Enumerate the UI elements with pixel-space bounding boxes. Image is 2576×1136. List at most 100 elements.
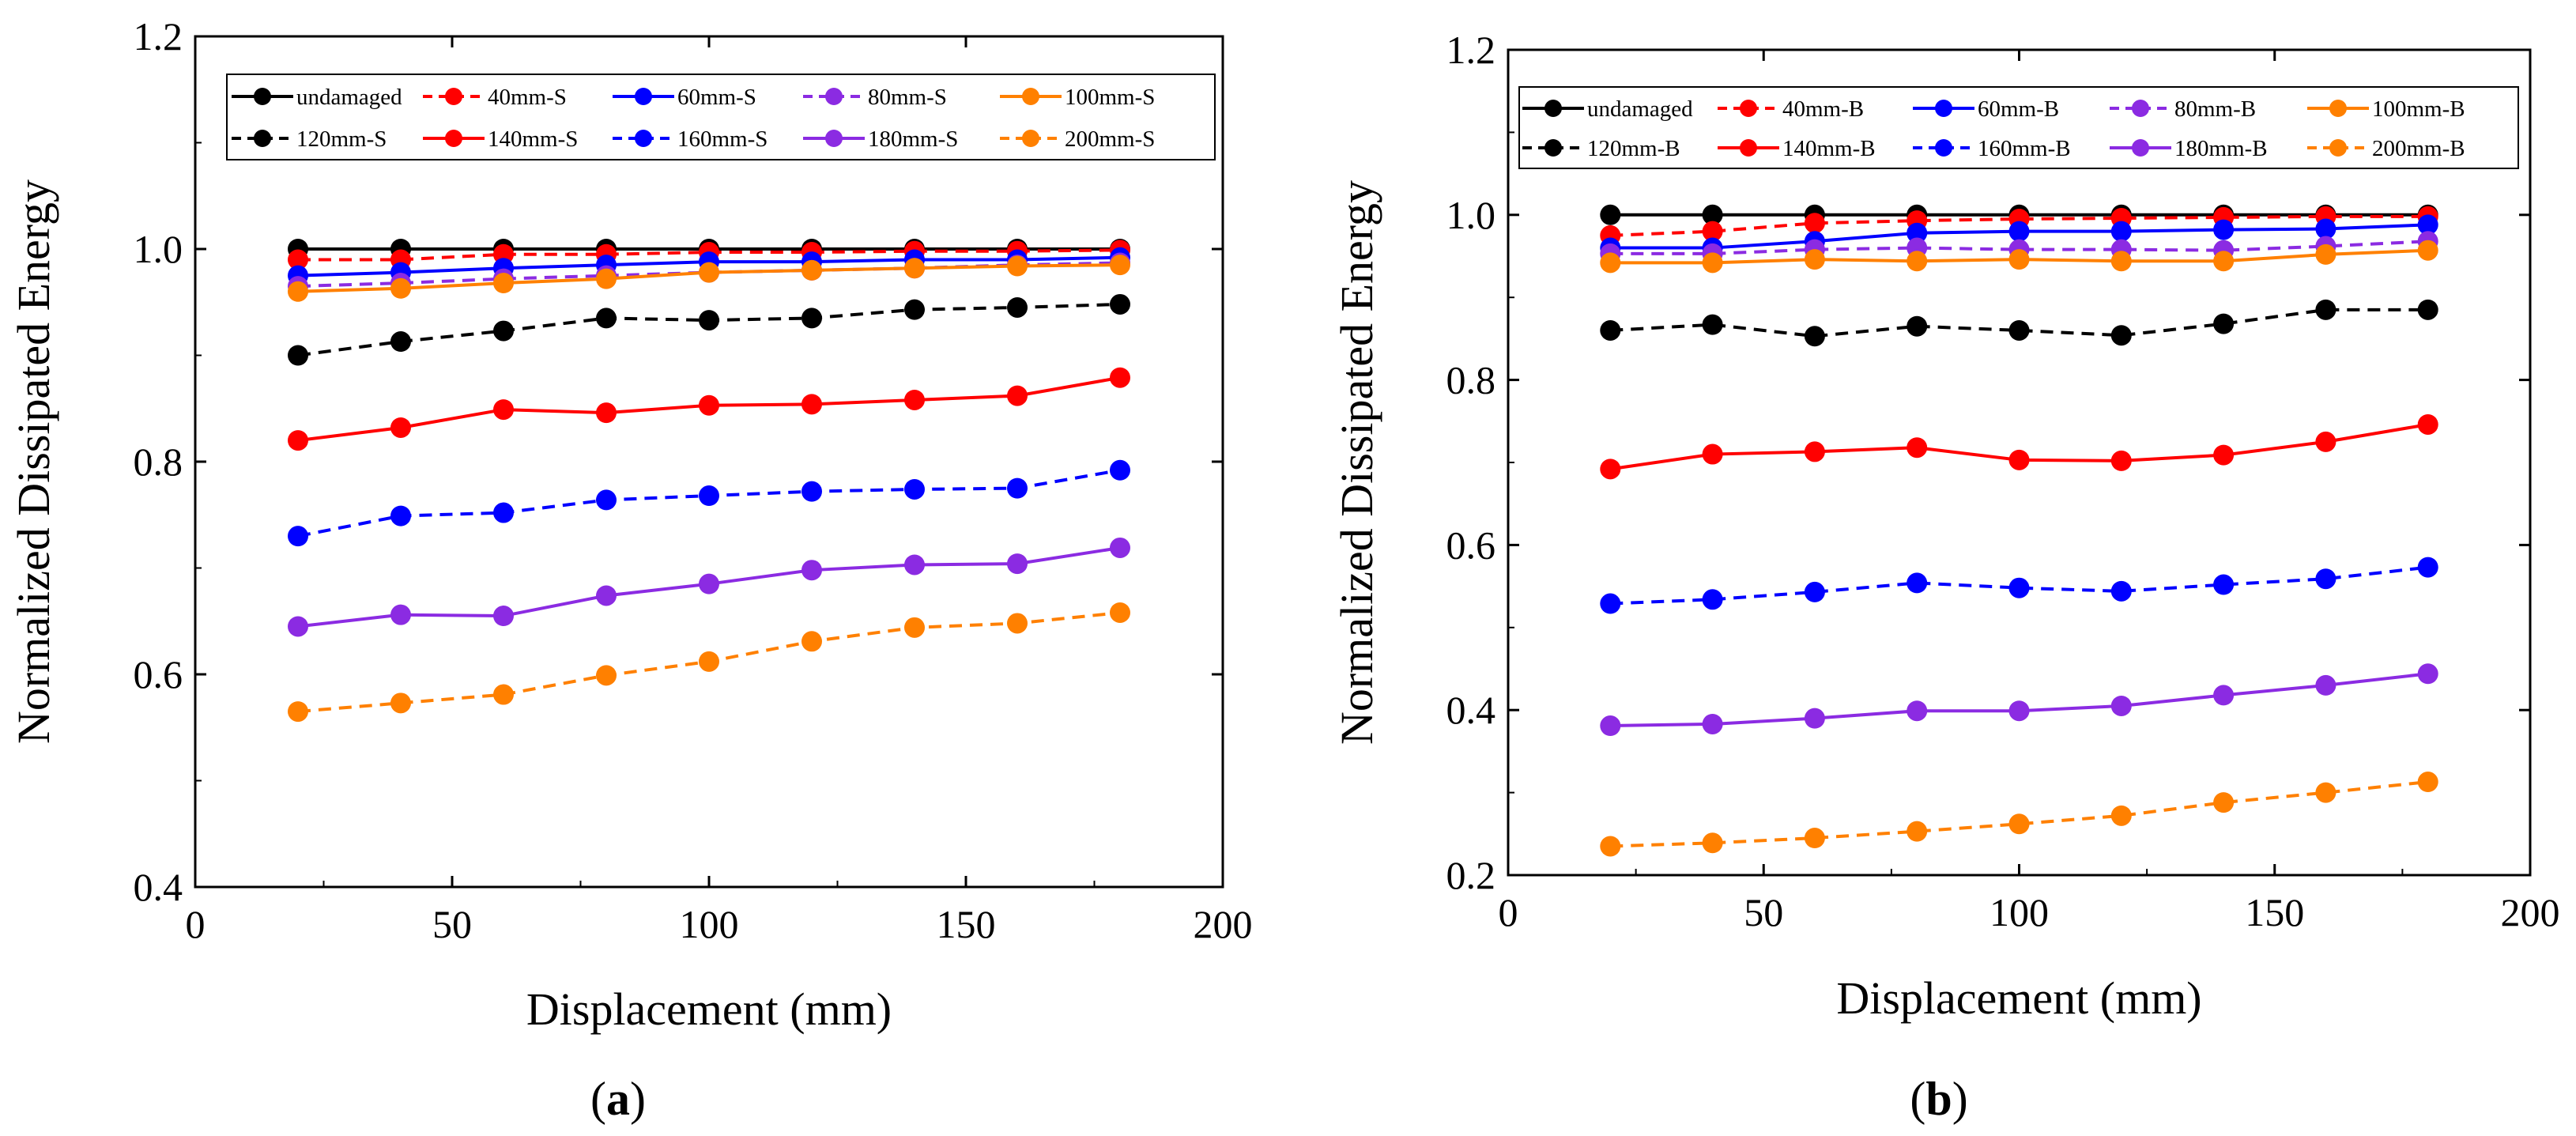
data-point xyxy=(1007,385,1028,406)
data-point xyxy=(904,389,925,410)
data-point xyxy=(699,485,719,507)
legend-label: 40mm-B xyxy=(1782,96,1864,122)
legend-label: 200mm-B xyxy=(2372,136,2465,161)
legend-item: 160mm-S xyxy=(613,126,768,152)
legend-item: 40mm-B xyxy=(1718,96,1864,122)
data-point xyxy=(2008,221,2030,242)
data-point xyxy=(1804,441,1825,462)
legend-label: 160mm-S xyxy=(677,126,768,152)
legend-label: 180mm-B xyxy=(2174,136,2268,161)
data-point xyxy=(2315,218,2337,240)
series-100mm-B xyxy=(1600,240,2438,274)
legend-marker xyxy=(2329,100,2347,117)
series-60mm-B xyxy=(1600,214,2438,259)
legend-label: undamaged xyxy=(1587,96,1693,122)
legend-marker xyxy=(1022,130,1039,147)
data-point xyxy=(2008,700,2030,722)
legend-label: 200mm-S xyxy=(1065,126,1155,152)
data-point xyxy=(493,320,514,342)
legend-label: 120mm-B xyxy=(1587,136,1680,161)
legend-item: 200mm-S xyxy=(1000,126,1155,152)
data-point xyxy=(904,617,925,638)
legend-marker xyxy=(1022,88,1039,105)
data-point xyxy=(1907,700,1928,722)
data-point xyxy=(2315,568,2337,590)
series-180mm-B xyxy=(1600,663,2438,737)
data-point xyxy=(1702,314,1723,335)
data-point xyxy=(1600,459,1621,480)
data-point xyxy=(801,631,822,652)
series-140mm-B xyxy=(1600,413,2438,480)
legend-marker xyxy=(254,88,271,105)
data-point xyxy=(699,651,719,672)
legend-marker xyxy=(1935,139,1952,157)
data-point xyxy=(1600,836,1621,857)
data-point xyxy=(596,489,617,511)
series-line xyxy=(1610,240,2428,255)
legend-marker xyxy=(1544,100,1562,117)
data-point xyxy=(2315,782,2337,803)
data-point xyxy=(1600,593,1621,614)
legend-label: 100mm-B xyxy=(2372,96,2465,122)
data-point xyxy=(1907,251,1928,272)
panel-label-close: ) xyxy=(630,1073,646,1125)
legend-label: 140mm-B xyxy=(1782,136,1876,161)
legend-item: 80mm-B xyxy=(2110,96,2256,122)
y-tick-label: 1.2 xyxy=(134,14,183,58)
panel-label-open: ( xyxy=(590,1073,606,1125)
data-point xyxy=(801,308,822,329)
x-tick-label: 100 xyxy=(680,902,739,946)
data-point xyxy=(801,259,822,281)
legend-label: 120mm-S xyxy=(296,126,387,152)
y-tick-label: 0.6 xyxy=(134,652,183,696)
data-point xyxy=(596,268,617,289)
data-point xyxy=(2008,319,2030,341)
data-point xyxy=(1804,249,1825,270)
legend: undamaged 40mm-S 60mm-S 80mm-S 100mm-S 120mm-… xyxy=(226,74,1216,160)
data-point xyxy=(904,554,925,576)
y-tick-label: 0.6 xyxy=(1446,523,1496,567)
data-point xyxy=(1110,367,1130,388)
data-point xyxy=(493,399,514,421)
data-point xyxy=(1804,828,1825,849)
data-point xyxy=(1907,315,1928,337)
data-point xyxy=(288,249,308,270)
y-tick-label: 0.8 xyxy=(1446,358,1496,402)
data-point xyxy=(1804,213,1825,234)
legend-marker xyxy=(254,130,271,147)
data-point xyxy=(288,616,308,637)
data-point xyxy=(390,277,411,299)
legend-marker xyxy=(2132,100,2149,117)
chart-panel-b: 0 50 100 150 200 0.2 0.4 0.6 0.8 1.0 1.2 Displaceme… xyxy=(1331,28,2560,1125)
legend-item: 180mm-S xyxy=(803,126,958,152)
data-point xyxy=(288,701,308,723)
chart-panel-a: 0 50 100 150 200 0.4 0.6 0.8 1.0 1.2 Displacement … xyxy=(8,14,1253,1125)
legend-item: undamaged xyxy=(1522,96,1693,122)
data-point xyxy=(699,262,719,283)
y-tick-label: 0.4 xyxy=(1446,688,1496,732)
x-tick-label: 100 xyxy=(1990,890,2049,934)
data-point xyxy=(1702,443,1723,465)
series-120mm-B xyxy=(1600,299,2438,347)
x-tick-label: 200 xyxy=(2501,890,2560,934)
data-point xyxy=(1007,255,1028,277)
data-point xyxy=(2110,805,2132,826)
data-point xyxy=(2008,449,2030,470)
data-point xyxy=(2417,557,2438,578)
legend-marker xyxy=(825,88,843,105)
y-tick-label: 1.2 xyxy=(1446,28,1496,72)
y-axis-title: Normalized Dissipated Energy xyxy=(8,179,59,744)
legend-marker xyxy=(1935,100,1952,117)
data-point xyxy=(2417,663,2438,685)
y-axis-title: Normalized Dissipated Energy xyxy=(1331,180,1382,745)
data-point xyxy=(390,693,411,714)
data-point xyxy=(699,310,719,331)
legend-label: 180mm-S xyxy=(868,126,958,152)
data-point xyxy=(904,299,925,320)
data-point xyxy=(1804,581,1825,602)
data-point xyxy=(2008,249,2030,270)
legend-item: 140mm-S xyxy=(423,126,578,152)
data-point xyxy=(2213,313,2235,334)
data-point xyxy=(2213,219,2235,240)
